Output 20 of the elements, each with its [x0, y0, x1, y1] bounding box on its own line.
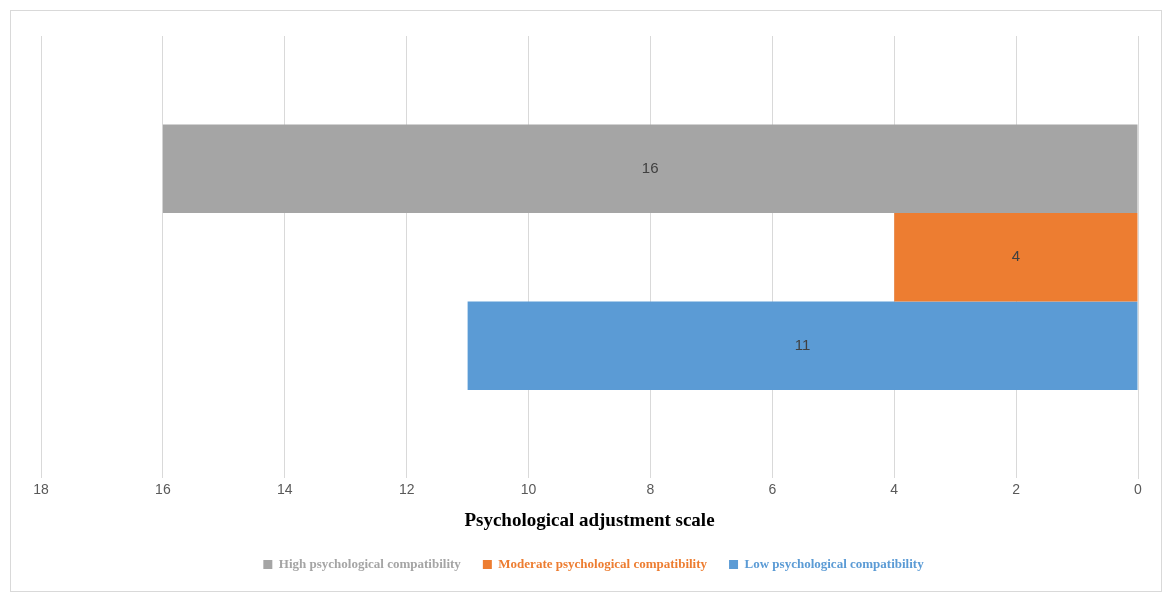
bar	[894, 212, 1138, 302]
data-label: 16	[641, 158, 659, 176]
legend-label: Low psychological compatibility	[744, 555, 925, 571]
x-tick-label: 0	[1134, 480, 1143, 497]
x-tick-label: 2	[1012, 480, 1021, 497]
x-tick-label: 18	[33, 480, 49, 497]
x-tick-label: 4	[890, 480, 899, 497]
bar	[162, 124, 1138, 213]
legend-label: Moderate psychological compatibility	[498, 555, 708, 571]
x-tick-label: 8	[646, 480, 655, 497]
x-tick-label: 14	[276, 480, 293, 497]
bar	[467, 301, 1138, 390]
legend-label: High psychological compatibility	[278, 555, 462, 571]
x-axis-title: Psychological adjustment scale	[464, 508, 715, 530]
x-tick-label: 16	[155, 480, 171, 497]
x-tick-label: 10	[520, 480, 537, 497]
x-tick-label: 12	[398, 480, 415, 497]
x-tick-label: 6	[768, 480, 777, 497]
data-label: 4	[1011, 247, 1021, 265]
data-label: 11	[794, 335, 811, 353]
